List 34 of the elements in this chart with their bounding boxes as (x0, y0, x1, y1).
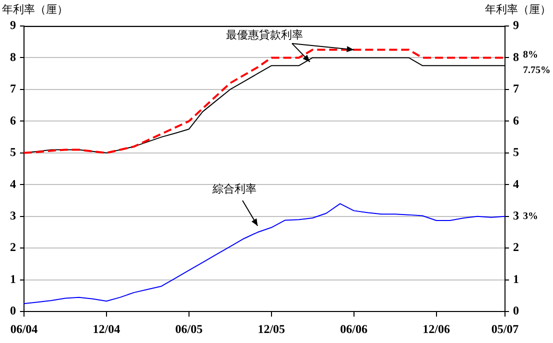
y2-tick-label: 4 (513, 176, 519, 191)
x-tick-label: 05/07 (491, 322, 519, 336)
y-tick-label: 7 (10, 82, 16, 96)
y-tick-label: 9 (10, 18, 16, 32)
y-tick-label: 8 (10, 50, 16, 64)
annotation: 綜合利率 (211, 182, 256, 196)
x-tick-label: 12/06 (422, 322, 450, 336)
y-tick-label: 0 (10, 304, 16, 318)
annotation: 8% (523, 49, 538, 60)
x-tick-label: 06/04 (10, 322, 38, 336)
y-tick-label: 3 (10, 208, 16, 222)
y2-tick-label: 3 (513, 208, 519, 222)
y-axis-title: 年利率（厘） (2, 3, 68, 16)
y2-tick-label: 5 (513, 145, 519, 160)
y-tick-label: 1 (10, 272, 16, 286)
y-tick-label: 4 (10, 176, 16, 191)
y2-axis-title: 年利率（厘） (485, 3, 551, 16)
y2-tick-label: 6 (513, 113, 519, 128)
y2-tick-label: 7 (513, 82, 519, 96)
y2-tick-label: 2 (513, 240, 519, 254)
annotation: 最優惠貸款利率 (226, 28, 303, 42)
x-tick-label: 06/06 (340, 322, 368, 336)
y-tick-label: 6 (10, 113, 16, 128)
x-tick-label: 12/04 (92, 322, 120, 336)
annotation: 3% (523, 210, 538, 222)
x-tick-label: 12/05 (258, 322, 286, 336)
annotation: 7.75% (523, 65, 550, 76)
y-tick-label: 2 (10, 240, 16, 254)
y2-tick-label: 8 (513, 50, 519, 64)
y-tick-label: 5 (10, 145, 16, 160)
y2-tick-label: 1 (513, 272, 519, 286)
y2-tick-label: 9 (513, 18, 519, 32)
x-tick-label: 06/05 (175, 322, 203, 336)
y2-tick-label: 0 (513, 304, 519, 318)
